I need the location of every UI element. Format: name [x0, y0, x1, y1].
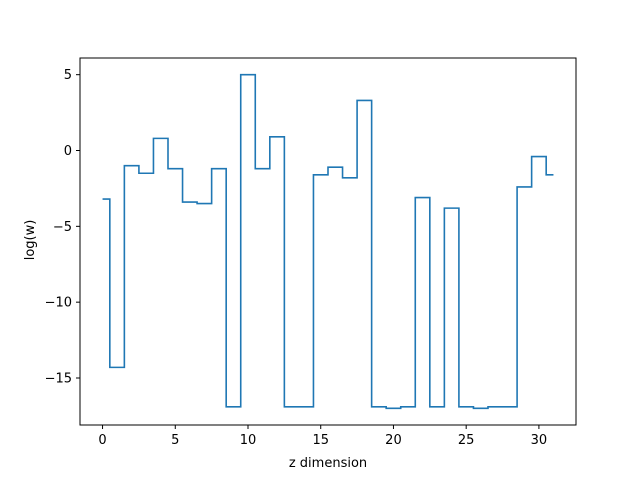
x-axis-ticks: 0 5 10 15 20 25 30 — [98, 425, 547, 448]
y-axis-label: log(w) — [23, 220, 38, 261]
y-tick-label: −5 — [53, 220, 72, 235]
plot-frame — [79, 57, 577, 426]
x-axis-label: z dimension — [289, 456, 367, 471]
x-tick-label: 0 — [98, 433, 106, 448]
x-tick-label: 20 — [385, 433, 402, 448]
y-axis-ticks: 5 0 −5 −10 −15 — [45, 68, 80, 386]
series-step-line — [102, 73, 554, 410]
x-tick-label: 15 — [312, 433, 329, 448]
y-tick-label: 5 — [64, 68, 72, 83]
x-tick-label: 10 — [240, 433, 257, 448]
x-tick-label: 30 — [531, 433, 548, 448]
y-tick-label: −15 — [45, 371, 72, 386]
plot-area — [102, 73, 554, 410]
x-tick-label: 25 — [458, 433, 475, 448]
x-tick-label: 5 — [171, 433, 179, 448]
y-tick-label: 0 — [64, 144, 72, 159]
y-tick-label: −10 — [45, 296, 72, 311]
